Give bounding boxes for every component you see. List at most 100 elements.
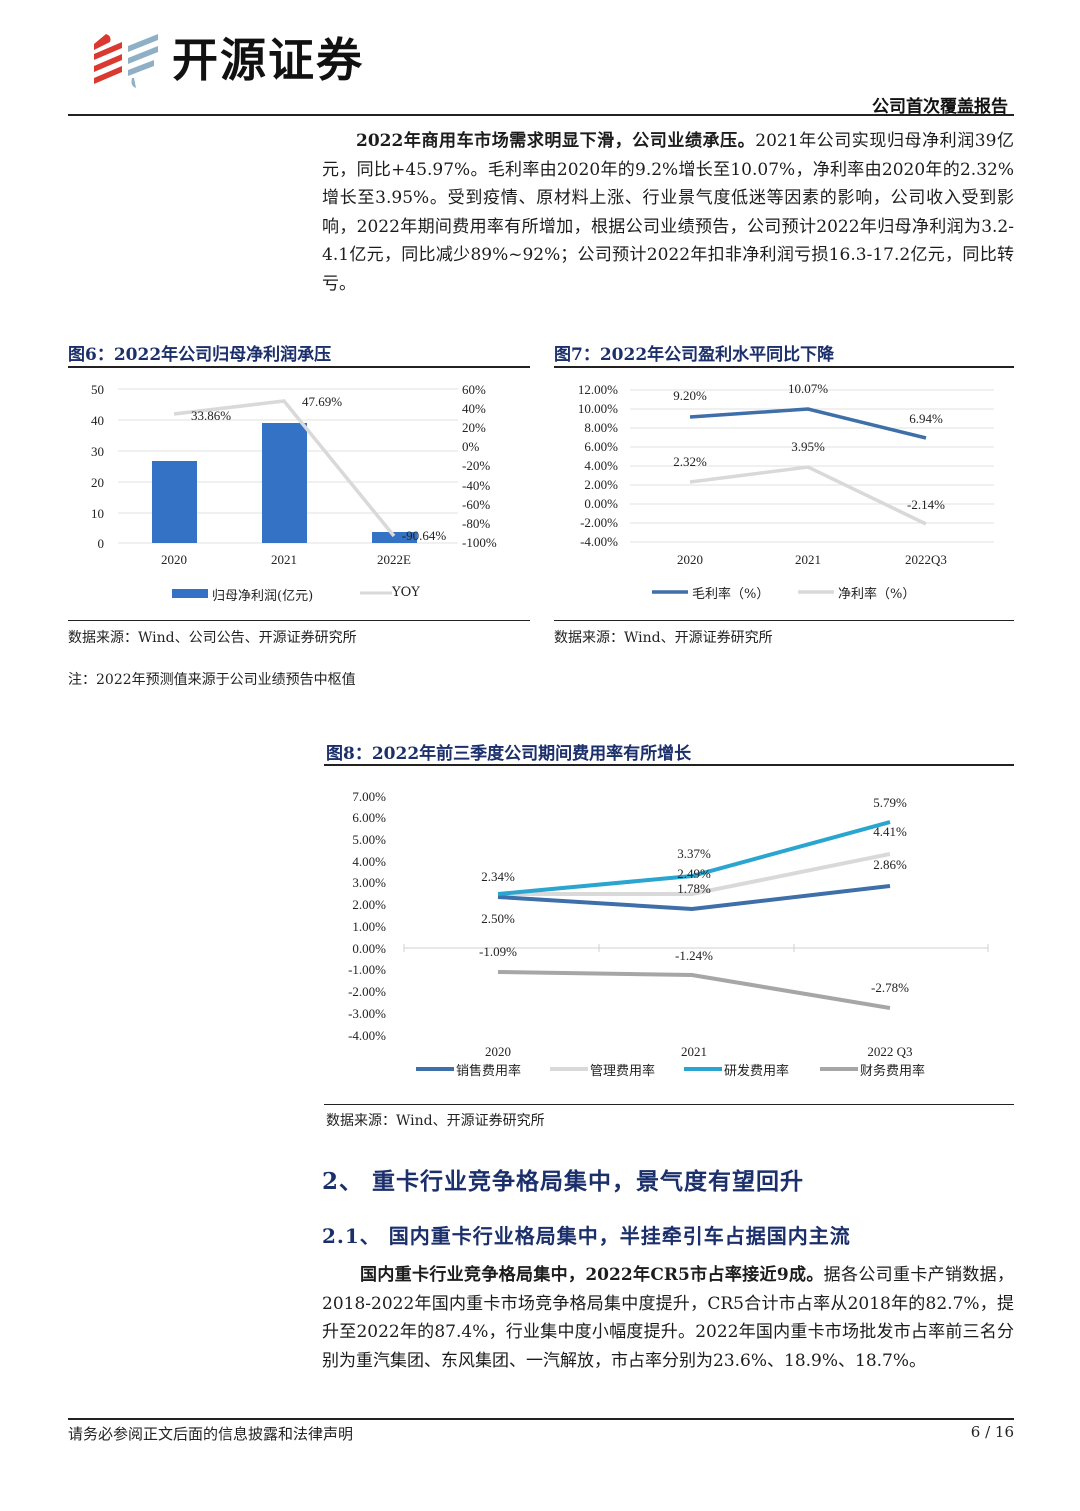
svg-text:2022 Q3: 2022 Q3 [867,1044,912,1059]
svg-text:10.00%: 10.00% [578,401,618,416]
fig8-finance-line [497,970,891,1010]
svg-text:3.37%: 3.37% [677,846,711,861]
svg-text:9.20%: 9.20% [673,388,707,403]
svg-text:2022E: 2022E [377,552,411,567]
fig7-chart: 12.00% 10.00% 8.00% 6.00% 4.00% 2.00% 0.00% -… [578,381,994,594]
svg-text:7.00%: 7.00% [352,789,386,804]
intro-lead: 2022年商用车市场需求明显下滑，公司业绩承压。 [356,131,756,151]
svg-text:-80%: -80% [462,516,490,531]
fig7-bottom-rule [554,620,1014,621]
fig8-y-axis: 7.00% 6.00% 5.00% 4.00% 3.00% 2.00% 1.00% 0.0… [348,789,386,1043]
fig8-admin-line [498,852,891,896]
fig8-source: 数据来源：Wind、开源证券研究所 [326,1113,545,1129]
brand-logo-icon [92,32,160,90]
svg-text:4.41%: 4.41% [873,824,907,839]
fig8-legend-finance: 财务费用率 [860,1064,926,1079]
fig7-gross-margin-line [689,407,927,440]
section-2-heading: 2、 重卡行业竞争格局集中，景气度有望回升 [322,1168,805,1195]
fig8-sales-line [497,884,891,912]
fig6-yoy-line [173,399,396,538]
fig7-x-axis: 2020 2021 2022Q3 [677,552,947,567]
fig7-source: 数据来源：Wind、开源证券研究所 [554,630,773,646]
fig6-title-rule [68,366,530,368]
svg-text:6.00%: 6.00% [352,810,386,825]
fig7-legend-label-2: 净利率（%） [838,587,916,602]
svg-text:4.00%: 4.00% [584,458,618,473]
svg-text:12.00%: 12.00% [578,382,618,397]
svg-text:1.78%: 1.78% [677,881,711,896]
fig6-x-axis: 2020 2021 2022E [161,552,411,567]
fig6-title: 图6：2022年公司归母净利润承压 [68,345,332,365]
svg-text:0: 0 [98,536,105,551]
fig6-bars [152,423,417,543]
svg-text:2.50%: 2.50% [481,911,515,926]
fig8-title: 图8：2022年前三季度公司期间费用率有所增长 [326,744,692,764]
svg-text:2.34%: 2.34% [481,869,515,884]
svg-text:2021: 2021 [795,552,821,567]
svg-text:-1.09%: -1.09% [479,944,517,959]
svg-text:5.79%: 5.79% [873,795,907,810]
svg-text:30: 30 [91,444,104,459]
report-type-label: 公司首次覆盖报告 [872,97,1008,117]
svg-text:2.86%: 2.86% [873,857,907,872]
fig7-net-margin-line [689,465,927,526]
svg-text:-2.00%: -2.00% [580,515,618,530]
svg-text:-100%: -100% [462,535,497,550]
svg-text:2020: 2020 [485,1044,511,1059]
svg-text:20: 20 [91,475,104,490]
svg-text:6.00%: 6.00% [584,439,618,454]
intro-text: 2021年公司实现归母净利润39亿元，同比+45.97%。毛利率由2020年的9… [322,131,1014,294]
fig6-bottom-rule [68,620,530,621]
fig8-title-rule [324,764,1014,766]
section-2-text: 据各公司重卡产销数据，2018-2022年国内重卡市场竞争格局集中度提升，CR5… [322,1265,1014,1371]
footer-disclaimer: 请务必参阅正文后面的信息披露和法律声明 [68,1425,354,1443]
svg-text:-2.00%: -2.00% [348,984,386,999]
fig6-left-axis: 50 40 30 20 10 0 [91,382,104,551]
svg-text:2020: 2020 [161,552,187,567]
svg-text:1.00%: 1.00% [352,919,386,934]
svg-text:-20%: -20% [462,458,490,473]
svg-text:10: 10 [91,506,104,521]
svg-text:-1.24%: -1.24% [675,948,713,963]
svg-text:-3.00%: -3.00% [348,1006,386,1021]
section-2-1-heading: 2.1、 国内重卡行业格局集中，半挂牵引车占据国内主流 [322,1224,851,1248]
svg-text:6.94%: 6.94% [909,411,943,426]
fig8-bottom-rule [324,1104,1014,1105]
svg-text:-60%: -60% [462,497,490,512]
svg-text:-4.00%: -4.00% [348,1028,386,1043]
svg-text:60%: 60% [462,382,486,397]
fig7-y-axis: 12.00% 10.00% 8.00% 6.00% 4.00% 2.00% 0.00% -… [578,382,618,549]
fig8-rd-line [497,820,891,896]
header-divider [68,114,1014,116]
svg-text:2.00%: 2.00% [352,897,386,912]
fig6-note: 注：2022年预测值来源于公司业绩预告中枢值 [68,672,356,688]
fig7-title: 图7：2022年公司盈利水平同比下降 [554,345,835,365]
svg-text:-90.64%: -90.64% [402,528,447,543]
svg-text:-2.78%: -2.78% [871,980,909,995]
fig8-legend-admin: 管理费用率 [590,1064,656,1079]
section-2-paragraph: 国内重卡行业竞争格局集中，2022年CR5市占率接近9成。据各公司重卡产销数据，… [322,1261,1014,1375]
fig6-right-axis: 60% 40% 20% 0% -20% -40% -60% -80% -100% [462,382,497,550]
footer-divider [68,1418,1014,1420]
fig6-legend-bar-label: 归母净利润(亿元) [212,589,314,604]
svg-text:2021: 2021 [271,552,297,567]
fig6-legend-line-label: YOY [392,585,420,600]
section-2-lead: 国内重卡行业竞争格局集中，2022年CR5市占率接近9成。 [360,1265,824,1285]
svg-text:2020: 2020 [677,552,703,567]
svg-text:-40%: -40% [462,478,490,493]
svg-text:3.95%: 3.95% [791,439,825,454]
svg-text:33.86%: 33.86% [191,408,231,423]
svg-text:20%: 20% [462,420,486,435]
fig6-legend-bar-swatch [172,589,208,598]
svg-text:2022Q3: 2022Q3 [905,552,947,567]
svg-text:2.49%: 2.49% [677,866,711,881]
svg-text:5.00%: 5.00% [352,832,386,847]
svg-text:47.69%: 47.69% [302,394,342,409]
svg-text:50: 50 [91,382,104,397]
svg-text:0.00%: 0.00% [352,941,386,956]
fig8-chart: 7.00% 6.00% 5.00% 4.00% 3.00% 2.00% 1.00% 0.0… [348,789,989,1071]
svg-text:2021: 2021 [681,1044,707,1059]
brand-name: 开源证券 [172,33,364,87]
svg-text:3.00%: 3.00% [352,875,386,890]
svg-text:0.00%: 0.00% [584,496,618,511]
